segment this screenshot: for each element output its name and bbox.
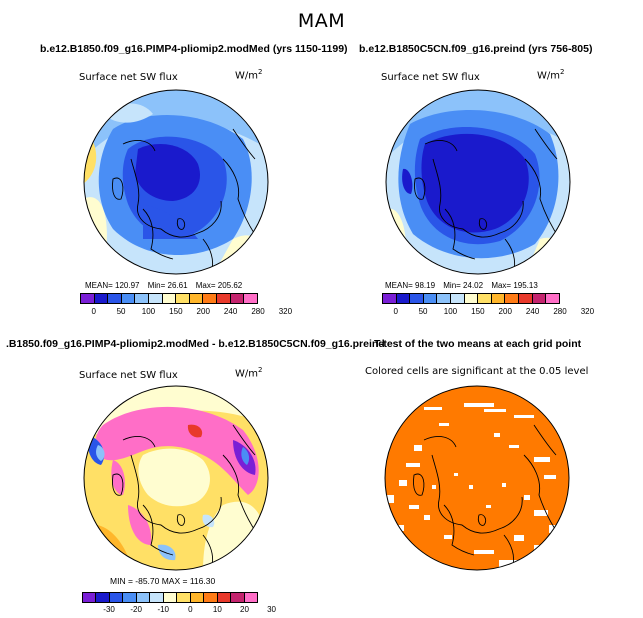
colorbar-swatch (189, 294, 204, 303)
figure-title: MAM (297, 10, 346, 32)
polar-map-bottom-left (83, 385, 269, 571)
stats-line-top-right: MEAN= 98.19 Min= 24.02 Max= 195.13 (385, 281, 544, 290)
colorbar-tick-label: 50 (116, 307, 126, 316)
colorbar-swatch (94, 294, 109, 303)
stat-mean: MEAN= 98.19 (385, 281, 436, 290)
variable-label-top-left: Surface net SW flux (79, 72, 178, 83)
colorbar-swatch (478, 294, 492, 303)
variable-label-bottom-left: Surface net SW flux (79, 370, 178, 381)
colorbar-tick-label: 240 (223, 307, 238, 316)
stat-max: Max= 205.62 (195, 281, 243, 290)
colorbar-swatch (163, 593, 178, 602)
colorbar-swatch (244, 294, 257, 303)
colorbar-tick-label: 200 (196, 307, 210, 316)
colorbar-tick-label: 280 (251, 307, 265, 316)
stat-min: Min= 26.61 (147, 281, 188, 290)
colorbar-top-left (80, 293, 258, 304)
colorbar-bottom-left (82, 592, 258, 603)
colorbar-swatch (83, 593, 97, 602)
colorbar-swatch (532, 294, 547, 303)
colorbar-swatch (176, 294, 190, 303)
colorbar-tick-label: -30 (103, 605, 115, 614)
stat-min: Min= 24.02 (443, 281, 484, 290)
colorbar-tick-label: 50 (418, 307, 428, 316)
panel-title-top-right: b.e12.B1850C5CN.f09_g16.preind (yrs 756-… (359, 43, 593, 55)
colorbar-tick-label: 320 (278, 307, 293, 316)
panel-title-bottom-left: .B1850.f09_g16.PIMP4-pliomip2.modMed - b… (6, 338, 385, 350)
colorbar-swatch (546, 294, 559, 303)
caption-bottom-right: Colored cells are significant at the 0.0… (365, 366, 589, 377)
colorbar-tick-label: 0 (188, 605, 193, 614)
units-label-bottom-left: W/m2 (235, 366, 263, 380)
colorbar-swatch (150, 593, 164, 602)
colorbar-swatch (81, 294, 95, 303)
colorbar-tick-label: 10 (212, 605, 222, 614)
colorbar-swatch (231, 593, 245, 602)
colorbar-swatch (244, 593, 258, 602)
colorbar-swatch (203, 294, 218, 303)
stat-max: Max= 195.13 (491, 281, 538, 290)
colorbar-tick-label: 20 (240, 605, 249, 614)
polar-map-top-left (83, 89, 269, 275)
colorbar-swatch (410, 294, 424, 303)
panel-title-top-left: b.e12.B1850.f09_g16.PIMP4-pliomip2.modMe… (40, 43, 348, 55)
colorbar-tick-label: -10 (157, 605, 169, 614)
colorbar-tick-label: 0 (91, 307, 96, 316)
colorbar-tick-label: 0 (393, 307, 398, 316)
colorbar-swatch (437, 294, 452, 303)
stats-line-bottom-left: MIN = -85.70 MAX = 116.30 (110, 576, 216, 586)
colorbar-tick-label: 320 (580, 307, 595, 316)
colorbar-swatch (162, 294, 177, 303)
colorbar-swatch (383, 294, 397, 303)
colorbar-tick-label: -20 (130, 605, 142, 614)
stats-line-top-left: MEAN= 120.97 Min= 26.61 Max= 205.62 (85, 281, 248, 290)
colorbar-swatch (423, 294, 438, 303)
colorbar-swatch (217, 593, 232, 602)
colorbar-swatch (177, 593, 191, 602)
colorbar-swatch (491, 294, 506, 303)
colorbar-swatch (121, 294, 136, 303)
colorbar-swatch (204, 593, 218, 602)
polar-map-top-right (385, 89, 571, 275)
colorbar-swatch (464, 294, 479, 303)
colorbar-swatch (230, 294, 245, 303)
colorbar-tick-label: 240 (525, 307, 540, 316)
stat-mean: MEAN= 120.97 (85, 281, 140, 290)
colorbar-tick-label: 150 (169, 307, 183, 316)
colorbar-swatch (217, 294, 231, 303)
colorbar-swatch (108, 294, 122, 303)
units-label-top-right: W/m2 (537, 68, 565, 82)
colorbar-swatch (135, 294, 150, 303)
colorbar-tick-label: 30 (267, 605, 276, 614)
colorbar-swatch (519, 294, 533, 303)
colorbar-swatch (505, 294, 520, 303)
colorbar-swatch (149, 294, 163, 303)
colorbar-swatch (136, 593, 151, 602)
colorbar-swatch (451, 294, 465, 303)
colorbar-tick-label: 100 (443, 307, 458, 316)
colorbar-swatch (96, 593, 110, 602)
colorbar-tick-label: 280 (553, 307, 567, 316)
colorbar-swatch (109, 593, 124, 602)
colorbar-tick-label: 200 (498, 307, 512, 316)
variable-label-top-right: Surface net SW flux (381, 72, 480, 83)
polar-map-bottom-right (384, 385, 570, 571)
colorbar-tick-label: 100 (141, 307, 156, 316)
panel-title-bottom-right: T-test of the two means at each grid poi… (374, 338, 582, 350)
colorbar-tick-label: 150 (471, 307, 485, 316)
colorbar-top-right (382, 293, 560, 304)
units-label-top-left: W/m2 (235, 68, 263, 82)
colorbar-swatch (396, 294, 411, 303)
colorbar-swatch (190, 593, 205, 602)
colorbar-swatch (123, 593, 137, 602)
